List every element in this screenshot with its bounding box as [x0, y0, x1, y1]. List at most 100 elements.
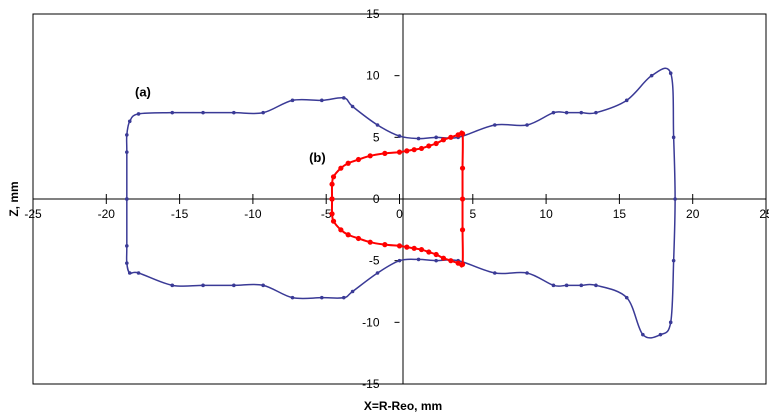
data-point — [125, 261, 129, 265]
x-axis-title: X=R-Reo, mm — [364, 399, 442, 413]
data-point — [338, 227, 344, 233]
data-point — [525, 123, 529, 127]
data-point — [459, 261, 466, 267]
data-point — [375, 123, 380, 127]
data-point — [579, 283, 584, 288]
data-point — [201, 283, 205, 288]
data-point — [426, 143, 432, 149]
x-tick-label: -15 — [171, 207, 189, 221]
data-point — [455, 260, 461, 266]
y-tick-label: -10 — [362, 315, 380, 329]
data-point — [367, 239, 373, 245]
annotation-label: (a) — [135, 85, 151, 100]
data-point — [418, 145, 425, 152]
data-point — [320, 295, 324, 300]
data-point — [125, 244, 129, 248]
data-point — [658, 332, 663, 337]
x-tick-label: 15 — [613, 207, 627, 221]
data-point — [136, 112, 141, 116]
data-point — [382, 150, 388, 156]
x-tick-label: -5 — [321, 207, 332, 221]
data-point — [397, 134, 402, 138]
x-tick-label: 25 — [759, 207, 769, 221]
x-tick-label: 0 — [396, 207, 403, 221]
data-point — [671, 258, 676, 263]
data-point — [649, 73, 654, 78]
data-point — [564, 110, 569, 115]
data-point — [329, 196, 335, 202]
data-point — [127, 119, 132, 124]
x-tick-label: -25 — [24, 207, 42, 221]
data-point — [367, 153, 373, 159]
data-point — [125, 150, 129, 154]
data-point — [459, 131, 466, 137]
data-point — [125, 133, 129, 137]
data-point — [579, 110, 584, 115]
data-point — [345, 160, 351, 166]
data-point — [136, 271, 141, 275]
data-point — [125, 197, 129, 201]
data-point — [624, 98, 629, 103]
y-tick-label: -5 — [369, 254, 380, 268]
x-tick-label: 10 — [539, 207, 553, 221]
data-point — [671, 135, 676, 140]
data-point — [341, 295, 346, 300]
data-point — [673, 197, 677, 201]
data-point — [551, 110, 556, 115]
data-point — [492, 123, 497, 127]
data-point — [433, 140, 439, 147]
x-tick-label: 20 — [686, 207, 700, 221]
y-axis-title: Z, mm — [7, 181, 21, 216]
annotation-label: (b) — [309, 150, 326, 165]
y-tick-label: 15 — [366, 7, 380, 21]
data-point — [624, 295, 629, 300]
data-point — [416, 136, 421, 141]
data-point — [594, 283, 598, 288]
data-point — [434, 258, 438, 263]
data-point — [641, 332, 645, 337]
data-point — [594, 110, 598, 115]
data-point — [261, 110, 265, 115]
data-point — [440, 255, 447, 261]
data-point — [375, 271, 380, 275]
data-point — [350, 289, 355, 294]
data-point — [397, 258, 402, 263]
data-point — [434, 135, 438, 140]
data-point — [564, 283, 569, 288]
data-point — [170, 110, 175, 115]
y-tick-label: 10 — [366, 69, 380, 83]
data-point — [320, 98, 324, 103]
y-ticks: -15 -10 -5 0 5 10 15 — [362, 7, 400, 391]
data-point — [127, 271, 132, 275]
data-point — [426, 249, 432, 255]
y-tick-label: 5 — [373, 130, 380, 144]
data-point — [170, 283, 175, 288]
data-point — [341, 96, 346, 100]
data-point — [355, 156, 362, 163]
data-point — [668, 320, 673, 325]
series-layer — [125, 67, 677, 339]
data-point — [404, 148, 410, 154]
data-point — [350, 104, 355, 109]
annotations: (a) (b) — [135, 85, 326, 165]
data-point — [459, 165, 466, 171]
data-point — [329, 181, 335, 187]
data-point — [329, 211, 335, 217]
data-point — [668, 71, 673, 75]
data-point — [459, 196, 466, 202]
data-point — [525, 271, 529, 275]
data-point — [418, 246, 425, 253]
data-point — [345, 232, 351, 238]
data-point — [382, 242, 388, 248]
data-point — [290, 295, 295, 300]
y-tick-label: -15 — [362, 377, 380, 391]
data-point — [459, 227, 466, 233]
x-ticks: -25 -20 -15 -10 -5 0 5 10 15 20 25 — [24, 194, 769, 221]
data-point — [338, 165, 344, 171]
data-point — [440, 137, 447, 143]
data-point — [330, 174, 337, 180]
data-point — [551, 283, 556, 288]
data-point — [290, 98, 295, 103]
data-point — [411, 147, 417, 153]
